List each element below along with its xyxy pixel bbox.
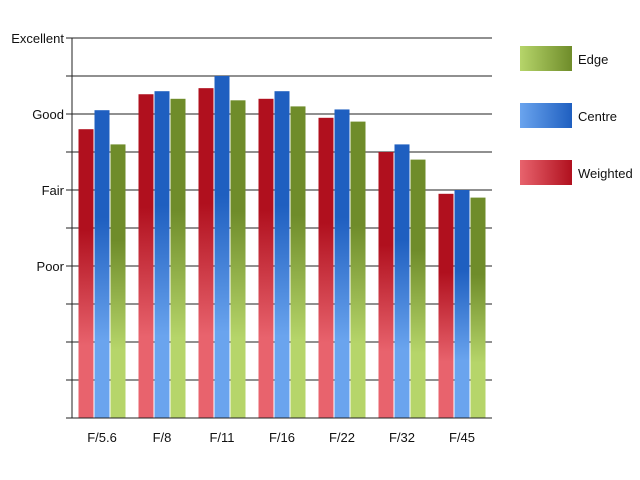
legend-label-centre: Centre [578, 109, 617, 124]
legend-swatch-centre [520, 103, 572, 128]
bar-centre-F16 [274, 91, 290, 418]
bar-centre-F11 [214, 76, 230, 418]
y-tick-label: Fair [42, 183, 65, 198]
bar-centre-F22 [334, 109, 350, 418]
bar-edge-F22 [350, 121, 366, 418]
x-tick-label: F/11 [209, 430, 234, 445]
bar-weighted-F11 [198, 88, 214, 418]
bar-centre-F32 [394, 144, 410, 418]
bar-weighted-F22 [318, 117, 334, 419]
bar-edge-F16 [290, 106, 306, 419]
bar-centre-F56 [94, 110, 110, 418]
y-tick-label: Excellent [11, 31, 64, 46]
bar-edge-F32 [410, 159, 426, 418]
legend-swatch-edge [520, 46, 572, 71]
legend: Edge Centre Weighted [520, 46, 633, 185]
bar-edge-F45 [470, 197, 486, 418]
axes [66, 38, 492, 419]
bar-weighted-F32 [378, 152, 394, 418]
x-tick-label: F/8 [153, 430, 172, 445]
bars: F/5.6 F/8 F/11 F/16 F/22 F/32 F/45 [78, 76, 486, 445]
x-tick-label: F/5.6 [87, 430, 117, 445]
bar-weighted-F56 [78, 129, 94, 418]
x-tick-label: F/45 [449, 430, 475, 445]
bar-centre-F45 [454, 190, 470, 418]
legend-label-edge: Edge [578, 52, 608, 67]
bar-weighted-F45 [438, 193, 454, 418]
legend-label-weighted: Weighted [578, 166, 633, 181]
bar-weighted-F16 [258, 98, 274, 419]
y-tick-label: Good [32, 107, 64, 122]
legend-swatch-weighted [520, 160, 572, 185]
bar-edge-F8 [170, 98, 186, 419]
x-tick-label: F/16 [269, 430, 295, 445]
bar-centre-F8 [154, 91, 170, 418]
bar-weighted-F8 [138, 94, 154, 419]
bar-edge-F11 [230, 100, 246, 418]
x-tick-label: F/32 [389, 430, 415, 445]
y-tick-label: Poor [37, 259, 65, 274]
bar-edge-F56 [110, 144, 126, 418]
x-tick-label: F/22 [329, 430, 355, 445]
